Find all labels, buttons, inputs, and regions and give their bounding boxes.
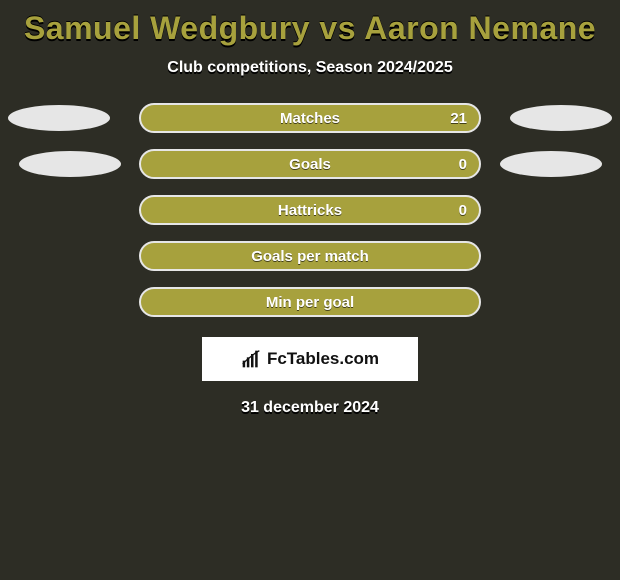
player2-marker bbox=[510, 105, 612, 131]
stat-value: 0 bbox=[459, 156, 467, 173]
brand-text: FcTables.com bbox=[267, 349, 379, 369]
stat-label: Goals per match bbox=[251, 248, 369, 265]
comparison-infographic: Samuel Wedgbury vs Aaron Nemane Club com… bbox=[0, 0, 620, 417]
stat-bar: Hattricks 0 bbox=[139, 195, 481, 225]
stat-label: Hattricks bbox=[278, 202, 342, 219]
stat-row-mpg: Min per goal bbox=[0, 287, 620, 317]
stat-label: Matches bbox=[280, 110, 340, 127]
stat-row-gpm: Goals per match bbox=[0, 241, 620, 271]
stat-bar: Goals per match bbox=[139, 241, 481, 271]
stat-row-hattricks: Hattricks 0 bbox=[0, 195, 620, 225]
footer-date: 31 december 2024 bbox=[0, 399, 620, 417]
stat-bar: Goals 0 bbox=[139, 149, 481, 179]
bar-chart-icon bbox=[241, 349, 261, 369]
page-subtitle: Club competitions, Season 2024/2025 bbox=[0, 59, 620, 77]
stat-label: Goals bbox=[289, 156, 331, 173]
stat-rows: Matches 21 Goals 0 Hattricks 0 Goals per… bbox=[0, 103, 620, 317]
page-title: Samuel Wedgbury vs Aaron Nemane bbox=[0, 6, 620, 53]
player1-marker bbox=[8, 105, 110, 131]
stat-bar: Matches 21 bbox=[139, 103, 481, 133]
stat-row-goals: Goals 0 bbox=[0, 149, 620, 179]
stat-bar: Min per goal bbox=[139, 287, 481, 317]
player1-marker bbox=[19, 151, 121, 177]
stat-row-matches: Matches 21 bbox=[0, 103, 620, 133]
stat-label: Min per goal bbox=[266, 294, 354, 311]
stat-value: 0 bbox=[459, 202, 467, 219]
stat-value: 21 bbox=[450, 110, 467, 127]
player2-marker bbox=[500, 151, 602, 177]
brand-badge: FcTables.com bbox=[202, 337, 418, 381]
